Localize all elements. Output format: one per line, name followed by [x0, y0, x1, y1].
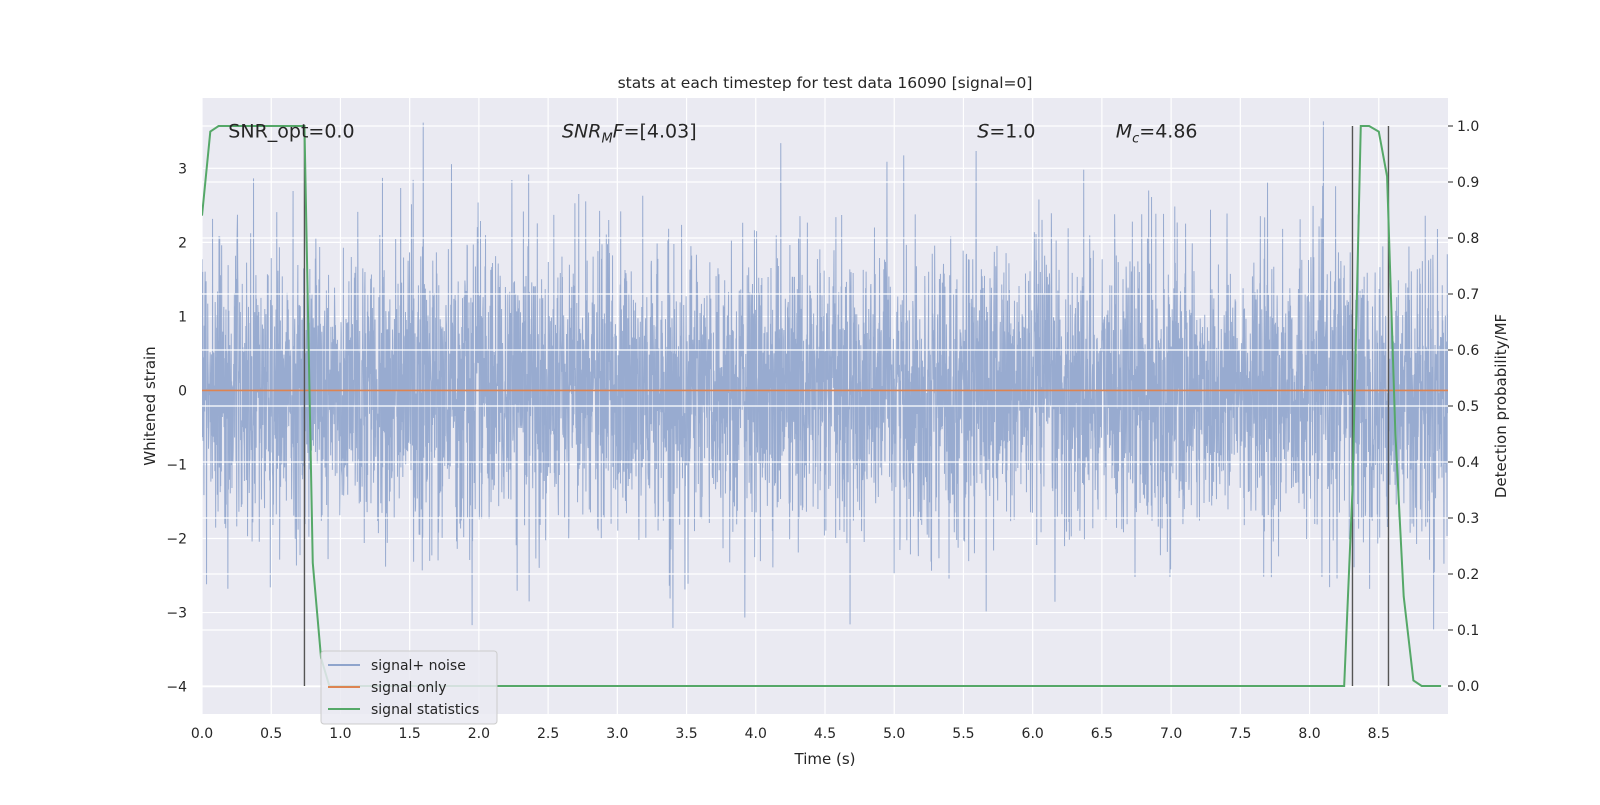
y-right-tick-label: 0.7: [1457, 287, 1479, 303]
x-tick-label: 0.0: [191, 726, 213, 742]
x-tick-label: 6.0: [1022, 726, 1044, 742]
legend-label-signal-only: signal only: [371, 680, 446, 696]
annotation-mc: Mc=4.86: [1116, 120, 1198, 146]
x-tick-label: 4.0: [745, 726, 767, 742]
series-signal-statistics: [202, 125, 1442, 687]
y-right-tick-label: 0.9: [1457, 175, 1479, 191]
y-left-tick-label: −4: [166, 680, 187, 696]
y-left-tick-label: −3: [166, 606, 187, 622]
y-left-tick-label: 1: [178, 309, 187, 325]
x-tick-label: 7.5: [1229, 726, 1251, 742]
y-right-tick-label: 0.1: [1457, 623, 1479, 639]
x-tick-label: 1.5: [399, 726, 421, 742]
x-tick-label: 0.5: [260, 726, 282, 742]
legend-label-signal-noise: signal+ noise: [371, 658, 466, 674]
chart-title: stats at each timestep for test data 160…: [618, 74, 1033, 92]
annotation-layer: SNR_opt=0.0 SNRMF=[4.03] S=1.0 Mc=4.86: [228, 120, 1197, 146]
x-tick-label: 3.0: [606, 726, 628, 742]
x-tick-label: 5.5: [952, 726, 974, 742]
legend: signal+ noise signal only signal statist…: [320, 650, 498, 725]
y-left-tick-label: 0: [178, 383, 187, 399]
x-tick-label: 1.0: [329, 726, 351, 742]
y-right-tick-label: 1.0: [1457, 119, 1479, 135]
x-tick-label: 6.5: [1091, 726, 1113, 742]
y-right-tick-label: 0.0: [1457, 679, 1479, 695]
x-tick-label: 5.0: [883, 726, 905, 742]
x-tick-label: 4.5: [814, 726, 836, 742]
y-left-tick-label: 3: [178, 161, 187, 177]
y-left-tick-label: −2: [166, 532, 187, 548]
y-left-tick-label: 2: [178, 235, 187, 251]
x-tick-label: 2.5: [537, 726, 559, 742]
y-right-tick-label: 0.2: [1457, 567, 1479, 583]
x-axis-label: Time (s): [794, 750, 856, 768]
noise-layer: [202, 121, 1448, 630]
y-right-tick-label: 0.8: [1457, 231, 1479, 247]
tick-layer: 0.0 0.5 1.0 1.5 2.0 2.5 3.0 3.5 4.0 4.5 5.0 5.5 6.0 6…: [166, 119, 1479, 742]
y-right-tick-label: 0.5: [1457, 399, 1479, 415]
x-tick-label: 7.0: [1160, 726, 1182, 742]
legend-box: [320, 650, 498, 725]
y-axis-label-left: Whitened strain: [141, 346, 159, 465]
x-tick-label: 8.0: [1298, 726, 1320, 742]
line-layer: [202, 125, 1448, 687]
legend-label-signal-statistics: signal statistics: [371, 702, 479, 718]
annotation-snr-opt: SNR_opt=0.0: [228, 120, 354, 142]
y-left-tick-label: −1: [166, 457, 187, 473]
x-tick-label: 2.0: [468, 726, 490, 742]
annotation-snr-mf: SNRMF=[4.03]: [562, 120, 697, 146]
x-tick-label: 3.5: [675, 726, 697, 742]
x-tick-label: 8.5: [1368, 726, 1390, 742]
y-axis-label-right: Detection probability/MF: [1492, 314, 1510, 498]
series-signal-noise: [202, 121, 1448, 630]
annotation-s-stat: S=1.0: [977, 120, 1035, 142]
y-right-tick-label: 0.6: [1457, 343, 1479, 359]
y-right-tick-label: 0.3: [1457, 511, 1479, 527]
y-right-tick-label: 0.4: [1457, 455, 1479, 471]
